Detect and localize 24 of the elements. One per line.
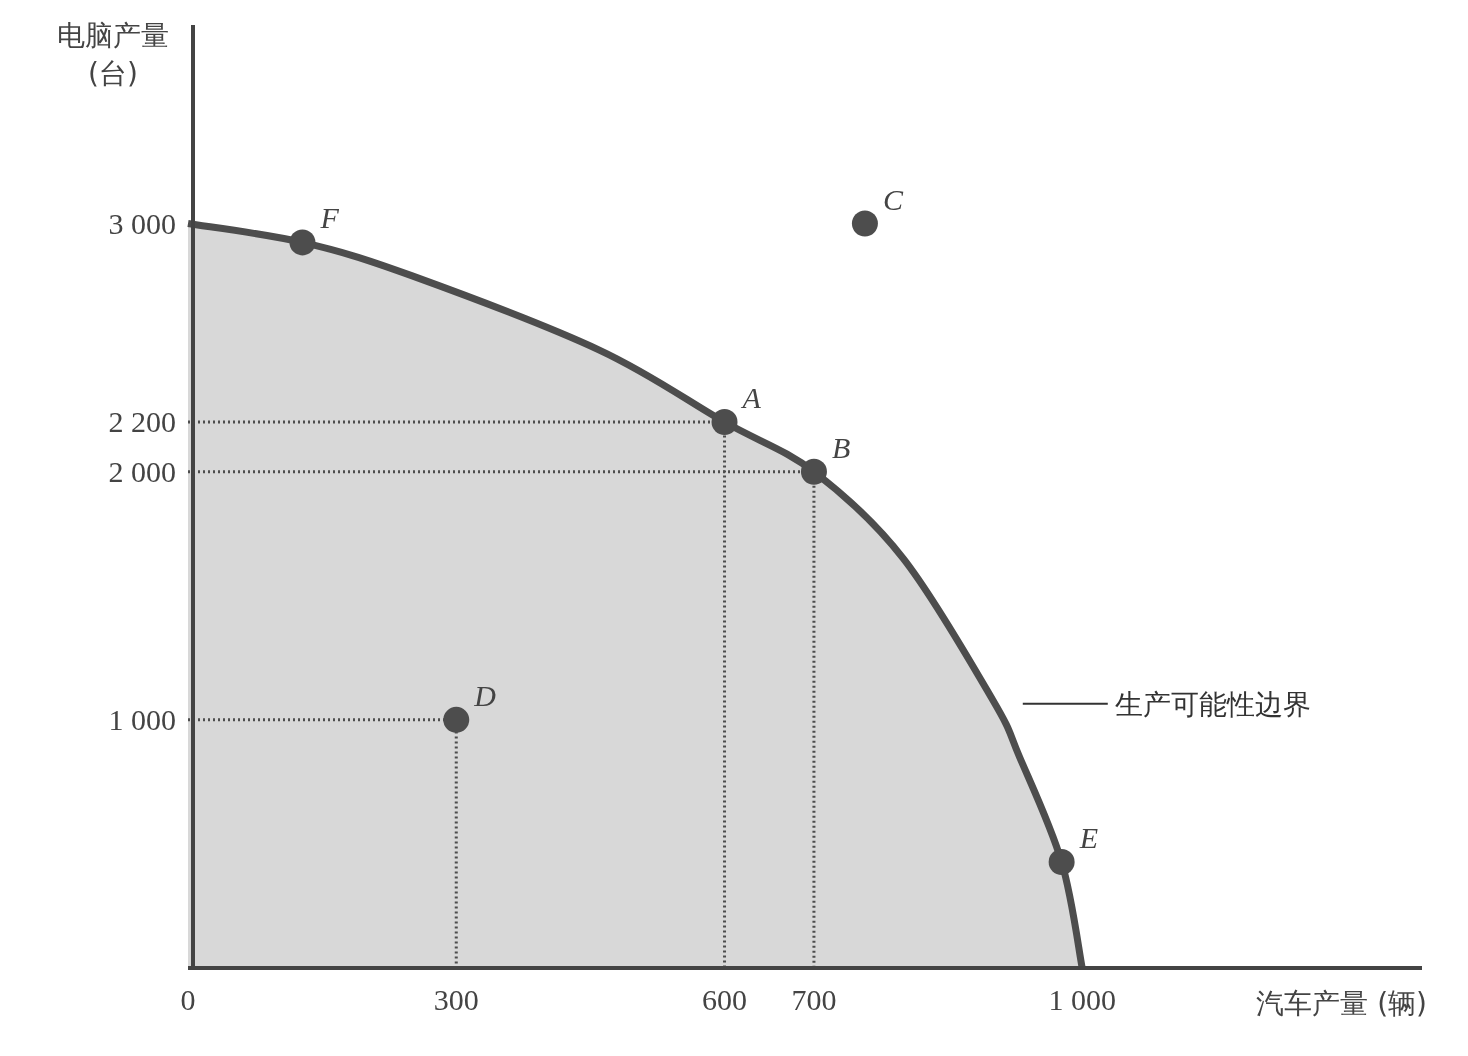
x-tick-label: 700: [791, 983, 837, 1016]
point: [289, 229, 316, 256]
point: [711, 409, 738, 436]
annotation: C: [882, 182, 904, 216]
x-axis-title: 汽车产量 (辆): [1256, 987, 1427, 1020]
annotation: F: [319, 201, 340, 235]
x-tick-label: 600: [702, 983, 748, 1016]
x-tick-label: 300: [433, 983, 479, 1016]
annotation: E: [1078, 821, 1098, 855]
point: [1048, 849, 1075, 876]
y-tick-label: 1 000: [108, 702, 176, 736]
point: [851, 210, 878, 237]
y-axis-title: 电脑产量 (台): [57, 19, 169, 90]
annotation: A: [740, 381, 762, 415]
x-tick-label: 0: [180, 983, 196, 1016]
text: 生产可能性边界: [1114, 687, 1311, 721]
point: [443, 706, 470, 733]
annotation: D: [473, 678, 497, 712]
point: [800, 458, 827, 485]
y-tick-label: 2 200: [108, 405, 176, 439]
annotation: B: [831, 430, 851, 464]
y-tick-label: 3 000: [108, 206, 176, 240]
y-tick-label: 2 000: [108, 454, 176, 488]
x-tick-label: 1 000: [1048, 983, 1116, 1016]
